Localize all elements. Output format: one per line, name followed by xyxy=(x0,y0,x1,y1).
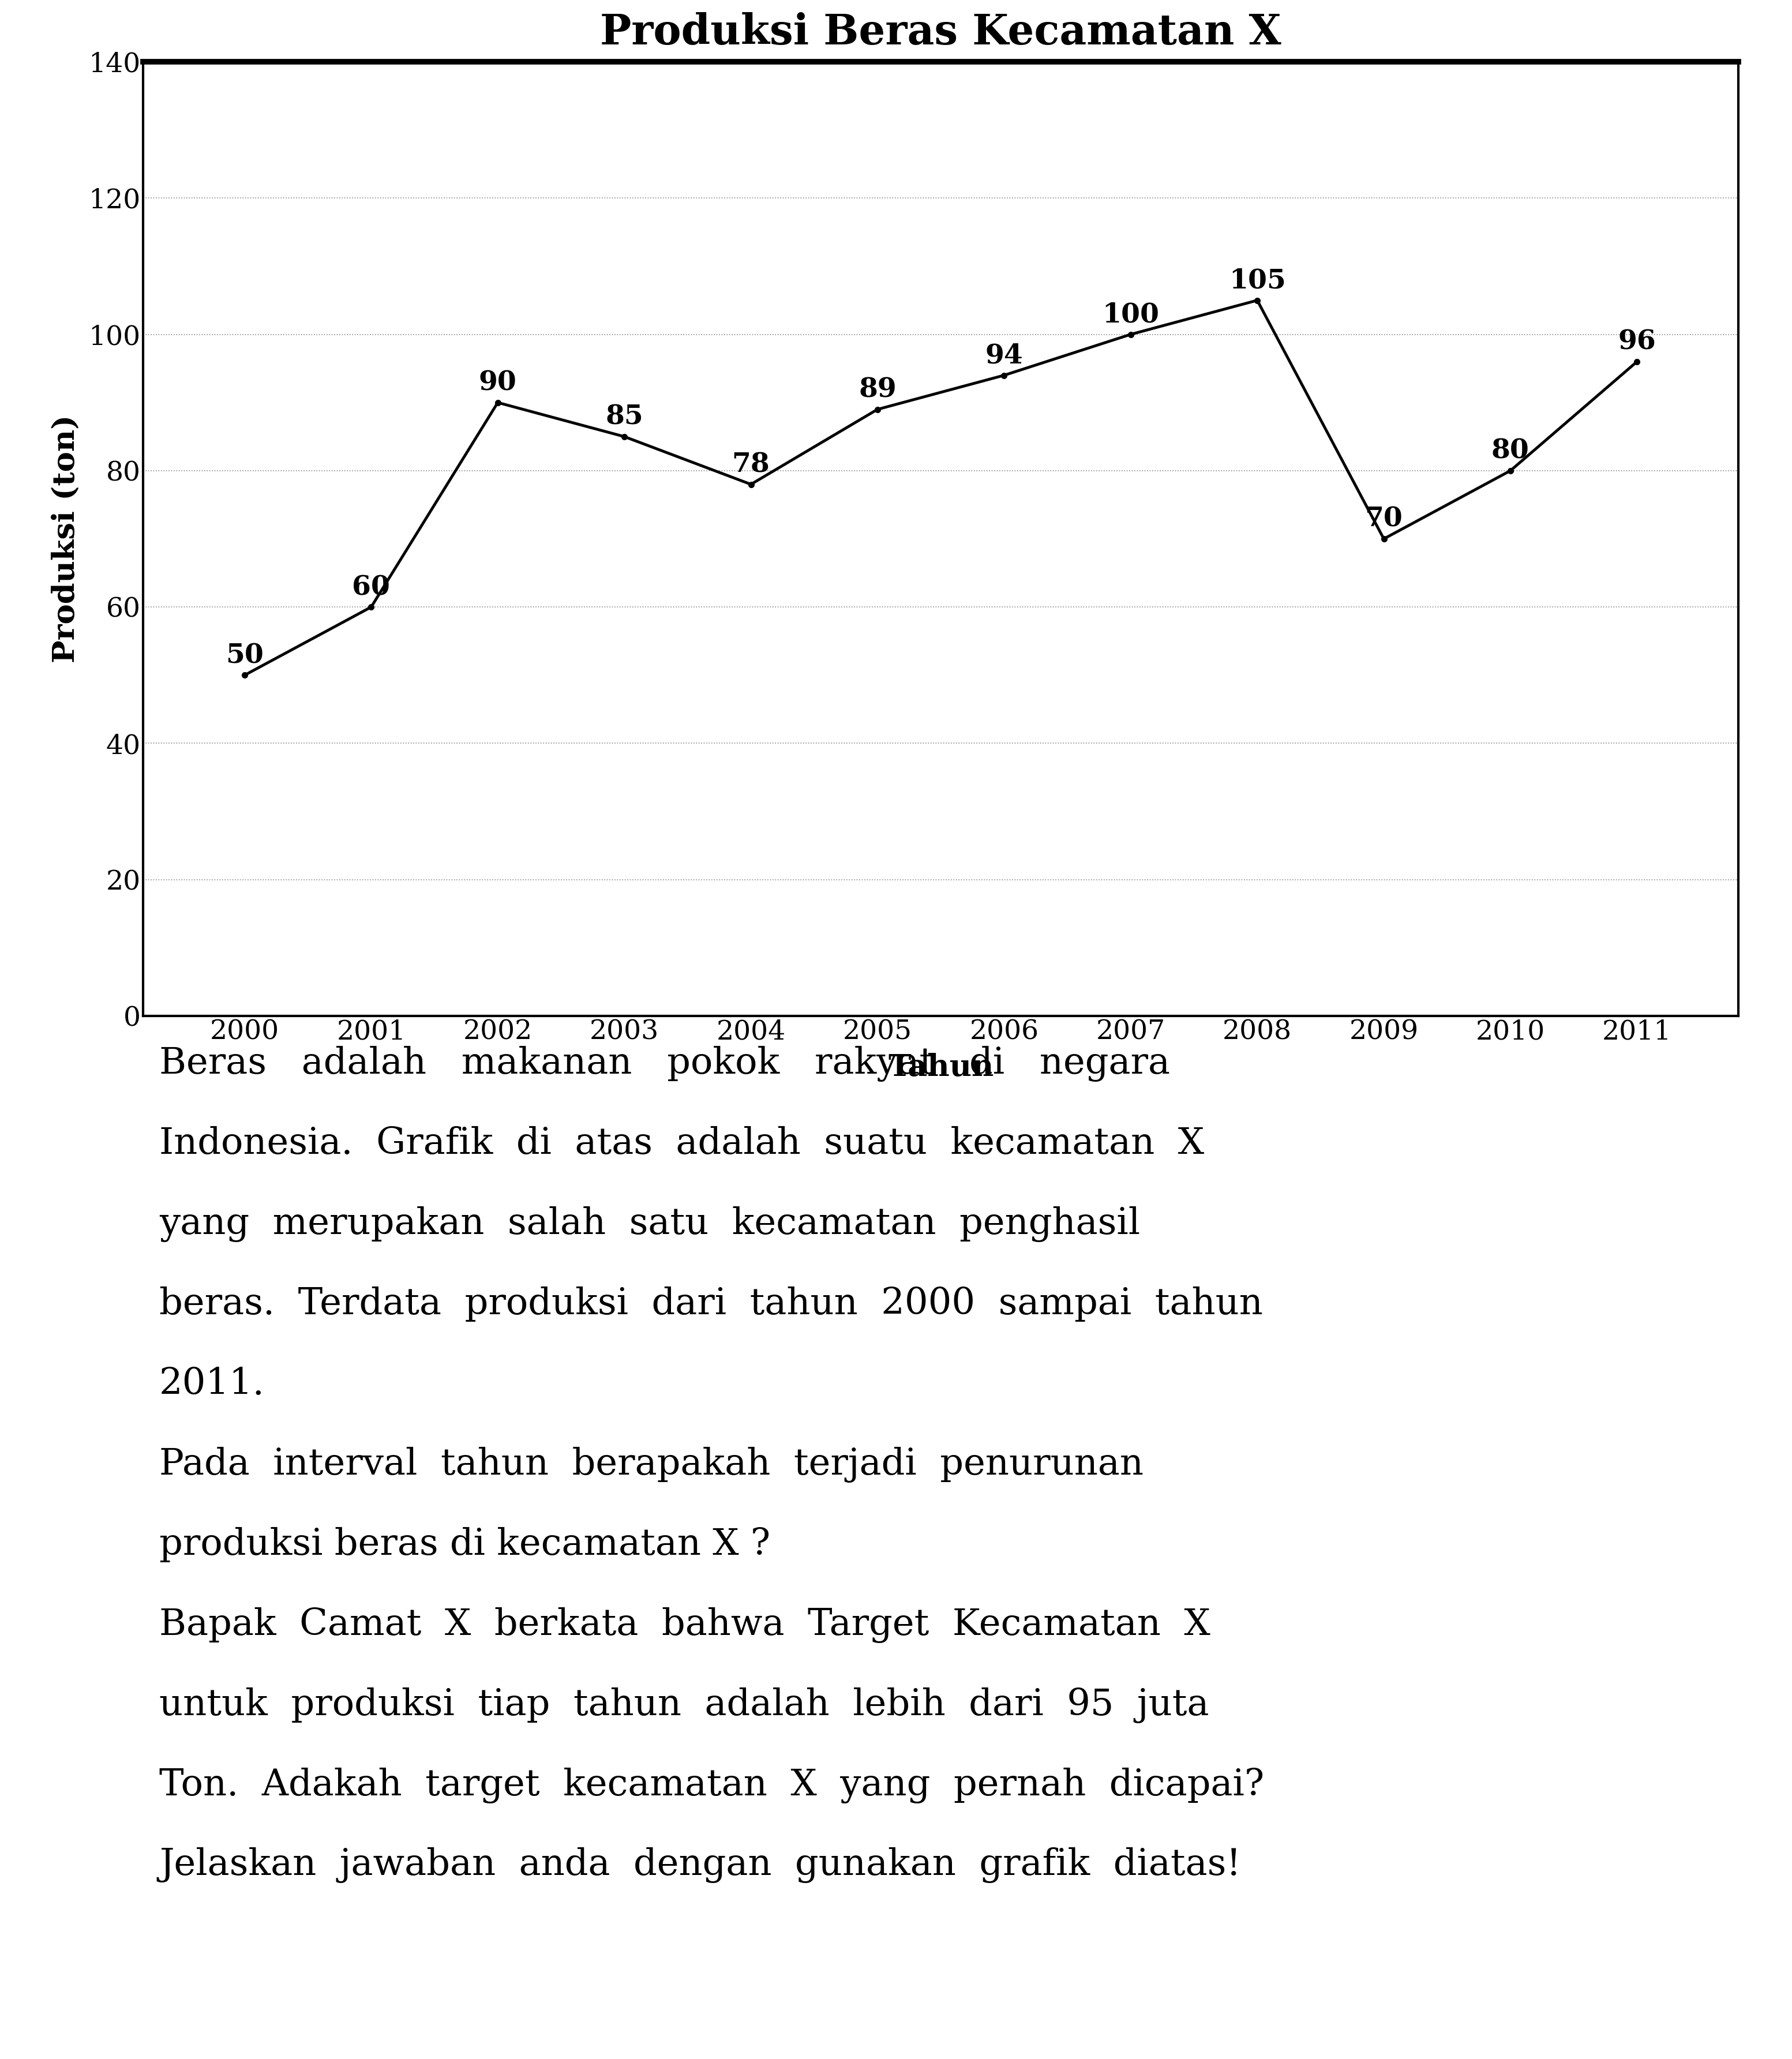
Text: 90: 90 xyxy=(478,371,516,395)
Text: Beras   adalah   makanan   pokok   rakyat   di   negara: Beras adalah makanan pokok rakyat di neg… xyxy=(159,1046,1170,1081)
Text: beras.  Terdata  produksi  dari  tahun  2000  sampai  tahun: beras. Terdata produksi dari tahun 2000 … xyxy=(159,1287,1263,1322)
Text: 105: 105 xyxy=(1229,268,1287,294)
Y-axis label: Produksi (ton): Produksi (ton) xyxy=(50,414,81,663)
Text: 94: 94 xyxy=(986,342,1023,369)
Text: 50: 50 xyxy=(226,642,263,669)
Text: Indonesia.  Grafik  di  atas  adalah  suatu  kecamatan  X: Indonesia. Grafik di atas adalah suatu k… xyxy=(159,1126,1204,1161)
Text: produksi beras di kecamatan X ?: produksi beras di kecamatan X ? xyxy=(159,1528,771,1563)
Text: Bapak  Camat  X  berkata  bahwa  Target  Kecamatan  X: Bapak Camat X berkata bahwa Target Kecam… xyxy=(159,1608,1210,1643)
Text: Pada  interval  tahun  berapakah  terjadi  penurunan: Pada interval tahun berapakah terjadi pe… xyxy=(159,1447,1143,1482)
Text: 60: 60 xyxy=(353,574,391,601)
Text: Ton.  Adakah  target  kecamatan  X  yang  pernah  dicapai?: Ton. Adakah target kecamatan X yang pern… xyxy=(159,1767,1265,1804)
Title: Produksi Beras Kecamatan X: Produksi Beras Kecamatan X xyxy=(600,12,1281,54)
Text: 89: 89 xyxy=(858,377,896,404)
Text: 80: 80 xyxy=(1491,439,1529,463)
Text: untuk  produksi  tiap  tahun  adalah  lebih  dari  95  juta: untuk produksi tiap tahun adalah lebih d… xyxy=(159,1686,1210,1723)
X-axis label: Tahun: Tahun xyxy=(887,1052,995,1083)
Text: 100: 100 xyxy=(1102,301,1159,327)
Text: yang  merupakan  salah  satu  kecamatan  penghasil: yang merupakan salah satu kecamatan peng… xyxy=(159,1207,1140,1242)
Text: 96: 96 xyxy=(1618,329,1656,356)
Text: 70: 70 xyxy=(1366,507,1403,533)
Text: 2011.: 2011. xyxy=(159,1367,265,1402)
Text: 78: 78 xyxy=(731,451,771,478)
Text: 85: 85 xyxy=(606,404,643,430)
Text: Jelaskan  jawaban  anda  dengan  gunakan  grafik  diatas!: Jelaskan jawaban anda dengan gunakan gra… xyxy=(159,1847,1242,1884)
